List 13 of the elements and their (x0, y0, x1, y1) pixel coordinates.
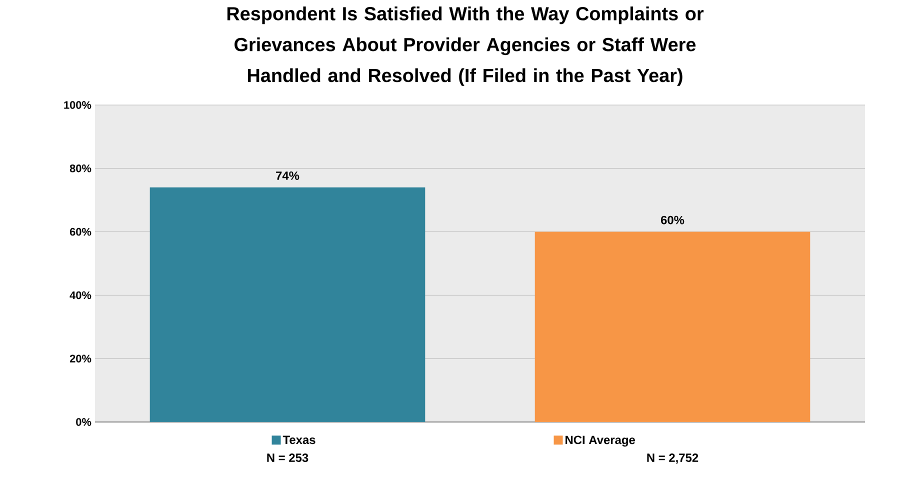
x-tick-label: N = 2,752 (647, 454, 698, 464)
y-tick-label: 0% (76, 418, 92, 426)
data-label: 60% (660, 216, 684, 224)
legend-label: Texas (282, 436, 316, 444)
legend-label: NCI Average (566, 436, 635, 447)
x-tick-label: N = 253 (267, 454, 308, 462)
chart-title: Respondent Is Satisfied With the Way Complaints or Grievances About Provider Agencies or Staff Were Handled and Resolved (If Filed in the Past Year) (227, 6, 704, 86)
y-tick-label: 80% (70, 164, 92, 172)
y-tick-label: 20% (70, 354, 92, 362)
y-tick-label: 60% (70, 228, 92, 236)
data-label: 74% (276, 171, 300, 180)
y-tick-label: 100% (64, 101, 92, 109)
y-tick-label: 40% (70, 291, 92, 300)
